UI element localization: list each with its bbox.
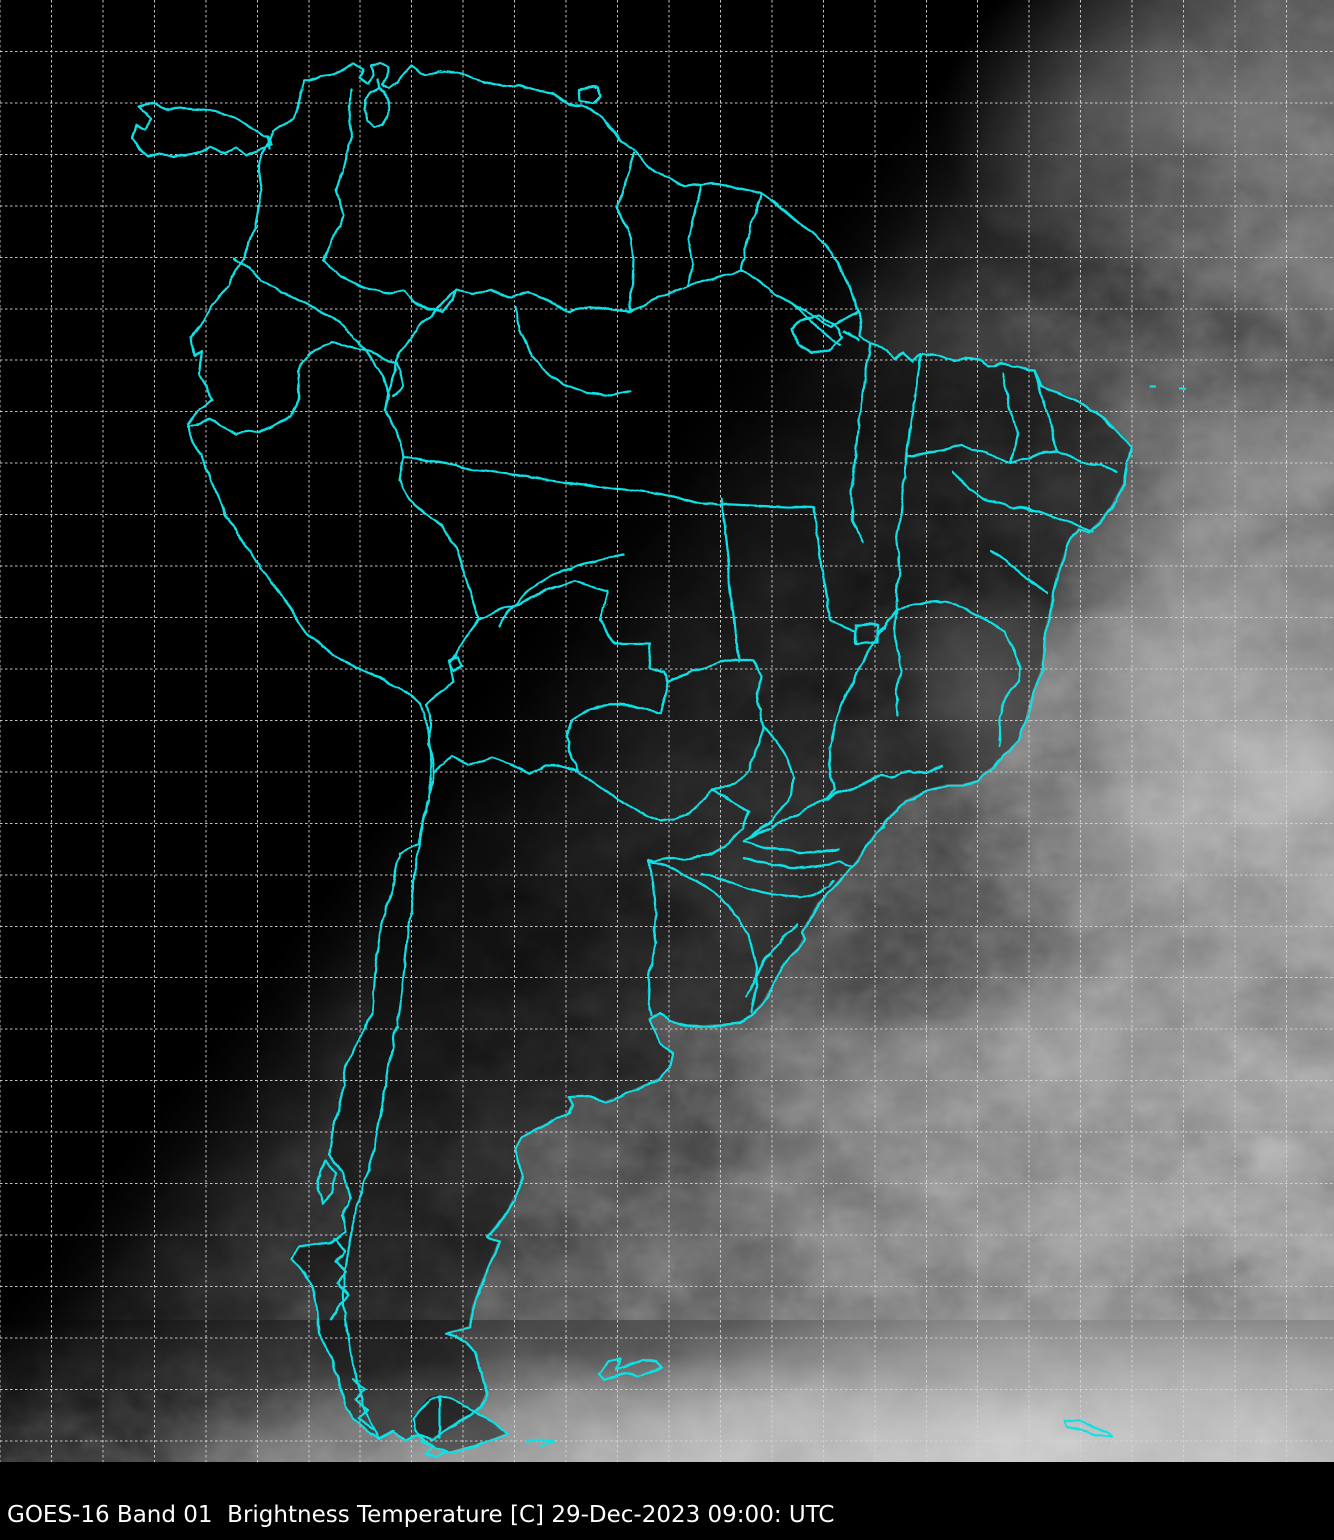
map-layer-state-line-ms-saopaulo [740,723,794,842]
map-layer-border-uruguay-brazil [646,858,759,1014]
land-silhouette-coastline-south-america [186,61,1131,1440]
map-layer-state-distrito-federal [852,622,878,644]
map-layer-border-ecuador-peru [184,339,404,435]
map-layer-fjords-patagonia-2 [350,1376,374,1430]
map-outlines [129,59,1187,1458]
satellite-image [0,0,1334,1462]
map-layer-border-colombia-venezuela [320,86,457,312]
map-layer-border-colombia-peru [338,320,390,412]
map-layer-amazon-channel-3 [768,288,796,306]
map-layer-island-south-georgia [1061,1417,1113,1438]
map-layer-state-line-ceara-east [1033,373,1058,452]
map-layer-lagoa-dos-patos [752,921,798,980]
map-layer-amazon-channel-1 [792,302,858,328]
map-layer-border-guyana-suriname [684,181,702,287]
map-layer-amazon-channel-4 [841,328,859,340]
map-layer-state-line-matogrosso-vertical [718,495,740,662]
land-silhouette-coastline-central-america [131,102,270,157]
map-layer-islands-falkland [595,1357,662,1380]
map-layer-lake-titicaca [445,653,462,672]
map-layer-island-tierra-del-fuego [410,1393,509,1454]
map-layer-border-chile-bolivia [423,701,435,774]
map-layer-border-colombia-brazil [382,286,457,412]
map-layer-isla-de-los-estados [522,1436,554,1447]
cloud-texture [0,0,1334,1462]
caption-text: GOES-16 Band 01 Brightness Temperature [… [7,1502,835,1528]
graticule-grid [0,0,1334,1462]
map-layer-border-paraguay-argentina [575,768,712,822]
map-layer-border-bolivia-paraguay [564,702,662,772]
map-layer-border-panama-colombia [264,134,270,150]
map-layer-state-line-minas-bahia-es [893,598,1022,747]
map-layer-coastline-central-america [129,100,272,159]
map-layer-island-chiloe [315,1158,336,1204]
map-layer-state-line-amazonas-para [400,453,815,509]
map-layer-border-argentina-brazil [646,786,750,862]
map-layer-state-line-sergipe [988,548,1048,594]
map-layer-island-trinidad [576,83,601,104]
map-layer-island-marajo [790,312,844,354]
land-silhouette-island-tierra-del-fuego [412,1395,507,1452]
map-layer-state-line-rondonia [496,552,624,628]
map-layer-border-guianas-brazil [627,268,772,312]
map-layer-islets-cape-horn [418,1438,448,1458]
map-layer-state-line-tocantins-maranhao [893,350,922,610]
map-layer-border-colombia-ecuador [231,255,342,324]
map-layer-border-paraguay-brazil [665,656,764,790]
map-layer-border-venezuela-brazil [453,286,631,312]
land-silhouette [131,61,1131,1452]
map-layer-maracaibo-strait [374,76,379,89]
map-layer-border-peru-brazil [382,408,480,620]
satellite-map [0,0,1334,1462]
map-layer-state-line-bahia-west [891,606,902,717]
map-layer-amazon-channel-2 [792,302,842,346]
map-layer-lake-maracaibo [362,85,390,129]
caption-bar: GOES-16 Band 01 Brightness Temperature [… [0,1462,1334,1540]
map-layer-border-argentina-uruguay [645,858,657,1016]
map-layer-state-line-pernambuco [950,468,1094,532]
map-layer-state-line-ceara-west [1000,370,1018,464]
map-layer-lagoa-mirim [743,966,762,997]
map-layer-state-line-saopaulo-parana [740,838,840,854]
map-layer-state-line-pernambuco-bahia [904,443,1117,474]
map-layer-border-bolivia-argentina [431,754,579,774]
map-layer-state-line-goias-tocantins [811,505,855,632]
map-layer-state-line-minas-saopaulo [740,763,942,842]
map-layer-state-line-sc-rs [698,870,834,899]
map-layer-border-suriname-frguiana [738,190,762,272]
map-layer-coastline-south-america [184,59,1133,1442]
map-layer-border-peru-bolivia [423,616,480,705]
map-layer-fjords-patagonia-1 [328,1236,350,1320]
map-layer-state-line-parana-sc [740,854,854,868]
map-layer-state-line-maranhao-piaui [848,340,872,542]
map-layer-border-bolivia-brazil [476,578,669,714]
map-layer-border-chile-argentina [340,770,435,1440]
map-layer-border-venezuela-guyana [615,150,635,312]
map-layer-state-line-roraima [512,303,632,396]
